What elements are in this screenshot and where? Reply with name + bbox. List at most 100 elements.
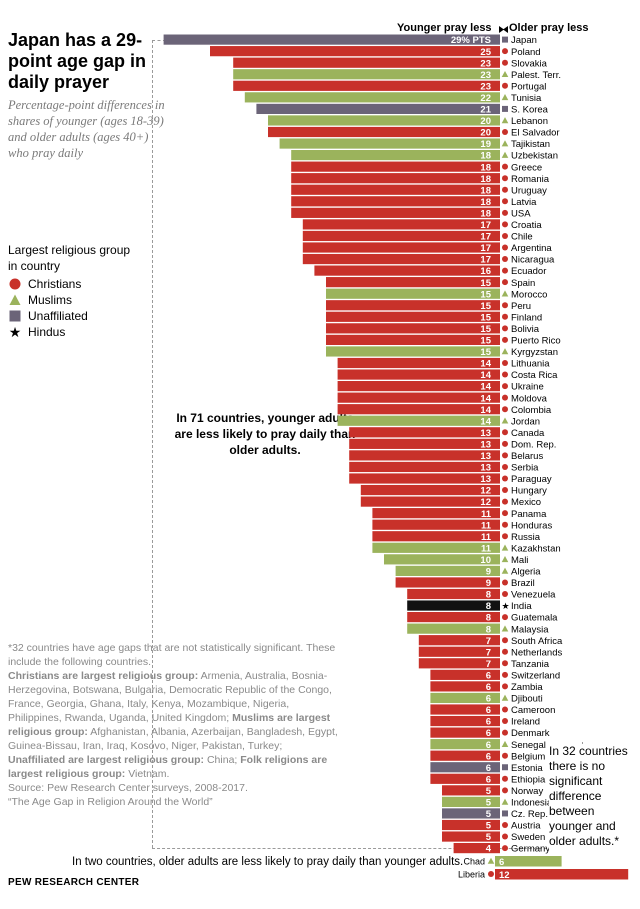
country-label-ethiopia: Ethiopia [511, 774, 546, 785]
marker-algeria [501, 567, 509, 574]
bar-panama [372, 508, 500, 519]
value-label-tunisia: 22 [480, 93, 491, 104]
marker-indonesia [501, 798, 509, 805]
value-label-germany: 4 [486, 844, 492, 855]
country-label-japan: Japan [511, 35, 537, 46]
chart-title: Japan has a 29-point age gap in daily pr… [8, 30, 146, 92]
bar-finland [326, 311, 500, 322]
country-label-germany: Germany [511, 844, 550, 855]
country-label-lithuania: Lithuania [511, 359, 550, 370]
country-label-dom-rep: Dom. Rep. [511, 439, 556, 450]
marker-poland [502, 48, 508, 55]
bar-denmark [430, 727, 500, 738]
left-bracket [152, 40, 166, 848]
country-label-sweden: Sweden [511, 832, 545, 843]
bar-zambia [430, 681, 500, 692]
value-label-slovakia: 23 [480, 58, 491, 69]
bar-japan [163, 34, 500, 45]
bar-uruguay [291, 184, 500, 195]
country-label-ukraine: Ukraine [511, 382, 544, 393]
country-label-algeria: Algeria [511, 567, 541, 578]
country-label-spain: Spain [511, 278, 535, 289]
value-label-honduras: 11 [481, 520, 492, 531]
value-label-canada: 13 [480, 428, 491, 439]
value-label-palest-terr: 23 [480, 70, 491, 81]
country-label-senegal: Senegal [511, 740, 546, 751]
header-younger-pray-less: Younger pray less [397, 22, 492, 34]
marker-honduras [502, 521, 508, 528]
bar-usa [291, 207, 500, 218]
legend-heading: Largest religious group in country [8, 243, 131, 273]
value-label-hungary: 12 [480, 486, 491, 497]
country-label-kazakhstan: Kazakhstan [511, 543, 561, 554]
marker-japan [502, 36, 508, 43]
country-label-cameroon: Cameroon [511, 705, 555, 716]
marker-norway [502, 787, 508, 794]
footnote-muslims-list: Afghanistan, Albania, Azerbaijan, Bangla… [8, 726, 338, 752]
value-label-dom-rep: 13 [480, 439, 491, 450]
bar-slovakia [233, 57, 500, 68]
marker-belarus [502, 452, 508, 459]
country-label-lebanon: Lebanon [511, 116, 548, 127]
value-label-poland: 25 [480, 47, 491, 58]
marker-switzerland [502, 671, 508, 678]
bar-sweden [442, 831, 500, 842]
country-label-tunisia: Tunisia [511, 93, 542, 104]
triangle-icon [9, 294, 21, 305]
marker-usa [502, 209, 508, 216]
country-label-djibouti: Djibouti [511, 694, 543, 705]
bar-belarus [349, 450, 500, 461]
legend-item-unaffiliated: Unaffiliated [8, 308, 138, 324]
bar-costa-rica [337, 369, 500, 380]
marker-croatia [502, 221, 508, 228]
country-label-portugal: Portugal [511, 81, 546, 92]
value-label-paraguay: 13 [480, 474, 491, 485]
marker-ukraine [502, 383, 508, 390]
bar-moldova [337, 392, 500, 403]
value-label-morocco: 15 [480, 289, 491, 300]
bar-mexico [360, 496, 500, 507]
marker-el-salvador [502, 129, 508, 135]
marker-netherlands [502, 648, 508, 655]
country-label-zambia: Zambia [511, 682, 543, 693]
marker-morocco [501, 290, 509, 297]
value-label-switzerland: 6 [486, 670, 491, 681]
marker-latvia [502, 198, 508, 205]
country-label-argentina: Argentina [511, 243, 552, 254]
value-label-spain: 15 [480, 278, 491, 289]
value-label-malaysia: 8 [486, 624, 491, 635]
country-label-indonesia: Indonesia [511, 798, 553, 809]
value-label-cameroon: 6 [486, 705, 491, 716]
bar-tunisia [244, 92, 500, 103]
legend-label-hindus: Hindus [28, 325, 66, 339]
bar-chad [495, 856, 562, 867]
bar-austria [442, 819, 500, 831]
marker-tanzania [502, 660, 508, 667]
marker-sweden [502, 833, 508, 840]
country-label-puerto-rico: Puerto Rico [511, 336, 561, 347]
marker-bolivia [502, 325, 508, 332]
marker-lebanon [501, 117, 509, 124]
marker-belgium [502, 752, 508, 759]
country-label-mali: Mali [511, 555, 528, 566]
marker-portugal [502, 82, 508, 89]
value-label-ethiopia: 6 [486, 774, 491, 785]
marker-slovakia [502, 59, 508, 66]
marker-jordan [501, 417, 509, 424]
bar-algeria [395, 565, 500, 576]
value-label-indonesia: 5 [486, 798, 492, 809]
marker-costa-rica [502, 371, 508, 378]
country-label-latvia: Latvia [511, 197, 537, 208]
country-label-belgium: Belgium [511, 751, 545, 762]
value-label-austria: 5 [486, 821, 492, 832]
legend: Largest religious group in country Chris… [8, 242, 138, 340]
marker-serbia [502, 463, 508, 470]
country-label-estonia: Estonia [511, 763, 543, 774]
bar-venezuela [407, 588, 500, 600]
value-label-peru: 15 [480, 301, 491, 312]
marker-ireland [502, 718, 508, 725]
country-label-malaysia: Malaysia [511, 624, 549, 635]
marker-canada [502, 429, 508, 436]
circle-icon [9, 278, 21, 290]
marker-guatemala [502, 614, 508, 621]
